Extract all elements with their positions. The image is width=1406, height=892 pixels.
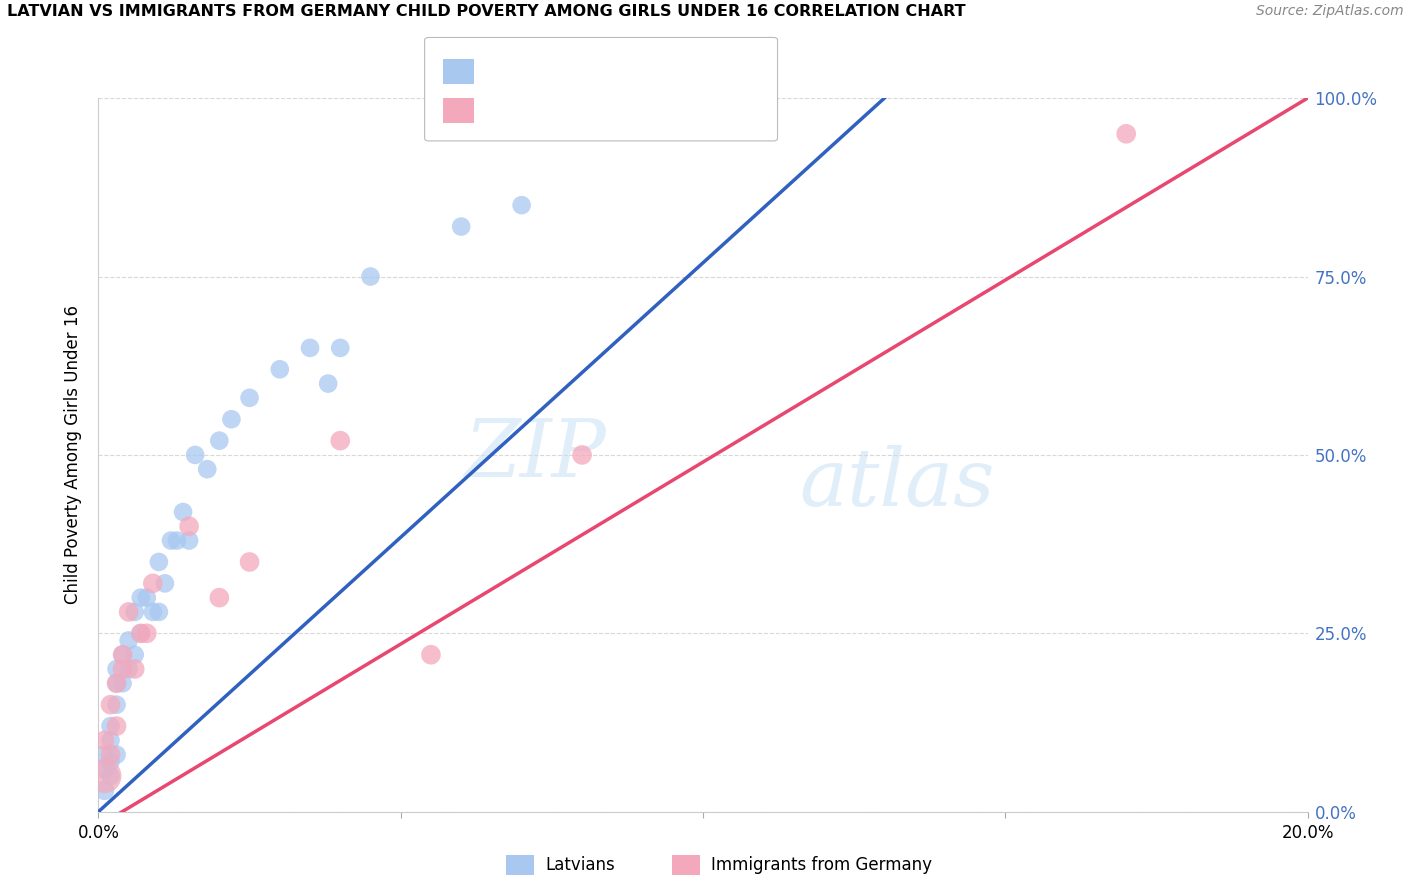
Point — [135, 626, 157, 640]
Point — [129, 626, 152, 640]
Text: LATVIAN VS IMMIGRANTS FROM GERMANY CHILD POVERTY AMONG GIRLS UNDER 16 CORRELATIO: LATVIAN VS IMMIGRANTS FROM GERMANY CHILD… — [7, 4, 966, 20]
Point — [124, 648, 146, 662]
Point — [105, 676, 128, 690]
Point — [142, 605, 165, 619]
Point — [299, 341, 322, 355]
Point — [135, 591, 157, 605]
Point — [105, 747, 128, 762]
Point — [221, 412, 243, 426]
Point — [118, 605, 141, 619]
Point — [208, 591, 231, 605]
Point — [100, 719, 122, 733]
Point — [111, 676, 134, 690]
Point — [105, 662, 128, 676]
Point — [111, 662, 134, 676]
Point — [118, 662, 141, 676]
Point — [105, 676, 128, 690]
Point — [329, 434, 352, 448]
Point — [269, 362, 291, 376]
Text: N =: N = — [576, 102, 613, 120]
Point — [93, 783, 115, 797]
Text: 41: 41 — [612, 62, 637, 80]
Point — [329, 341, 352, 355]
Point — [105, 719, 128, 733]
Point — [179, 533, 201, 548]
Text: 20: 20 — [612, 102, 637, 120]
Point — [239, 391, 262, 405]
Point — [100, 747, 122, 762]
Point — [100, 769, 122, 783]
Point — [100, 698, 122, 712]
Text: 0.730: 0.730 — [513, 62, 569, 80]
Text: 0.791: 0.791 — [513, 102, 569, 120]
Point — [316, 376, 339, 391]
Point — [166, 533, 188, 548]
Text: Immigrants from Germany: Immigrants from Germany — [711, 856, 932, 874]
Text: atlas: atlas — [800, 445, 995, 522]
Point — [360, 269, 382, 284]
Point — [124, 605, 146, 619]
Point — [179, 519, 201, 533]
Point — [111, 648, 134, 662]
Point — [160, 533, 183, 548]
Point — [124, 662, 146, 676]
Point — [571, 448, 593, 462]
Point — [100, 755, 122, 769]
Point — [118, 633, 141, 648]
Point — [239, 555, 262, 569]
Point — [195, 462, 218, 476]
Y-axis label: Child Poverty Among Girls Under 16: Child Poverty Among Girls Under 16 — [65, 305, 83, 605]
Point — [93, 747, 115, 762]
Text: Source: ZipAtlas.com: Source: ZipAtlas.com — [1256, 4, 1403, 19]
Point — [105, 698, 128, 712]
Point — [93, 762, 115, 776]
Point — [420, 648, 443, 662]
Point — [100, 733, 122, 747]
Point — [602, 91, 624, 105]
Point — [148, 555, 170, 569]
Point — [450, 219, 472, 234]
Point — [1115, 127, 1137, 141]
Point — [129, 626, 152, 640]
Text: R =: R = — [479, 102, 516, 120]
Point — [93, 769, 115, 783]
Point — [172, 505, 194, 519]
Point — [184, 448, 207, 462]
Point — [93, 733, 115, 747]
Point — [148, 605, 170, 619]
Point — [111, 648, 134, 662]
Point — [510, 198, 533, 212]
Text: ZIP: ZIP — [464, 417, 606, 493]
Point — [142, 576, 165, 591]
Text: Latvians: Latvians — [546, 856, 616, 874]
Point — [129, 591, 152, 605]
Point — [153, 576, 176, 591]
Point — [208, 434, 231, 448]
Text: R =: R = — [479, 62, 516, 80]
Text: N =: N = — [576, 62, 613, 80]
